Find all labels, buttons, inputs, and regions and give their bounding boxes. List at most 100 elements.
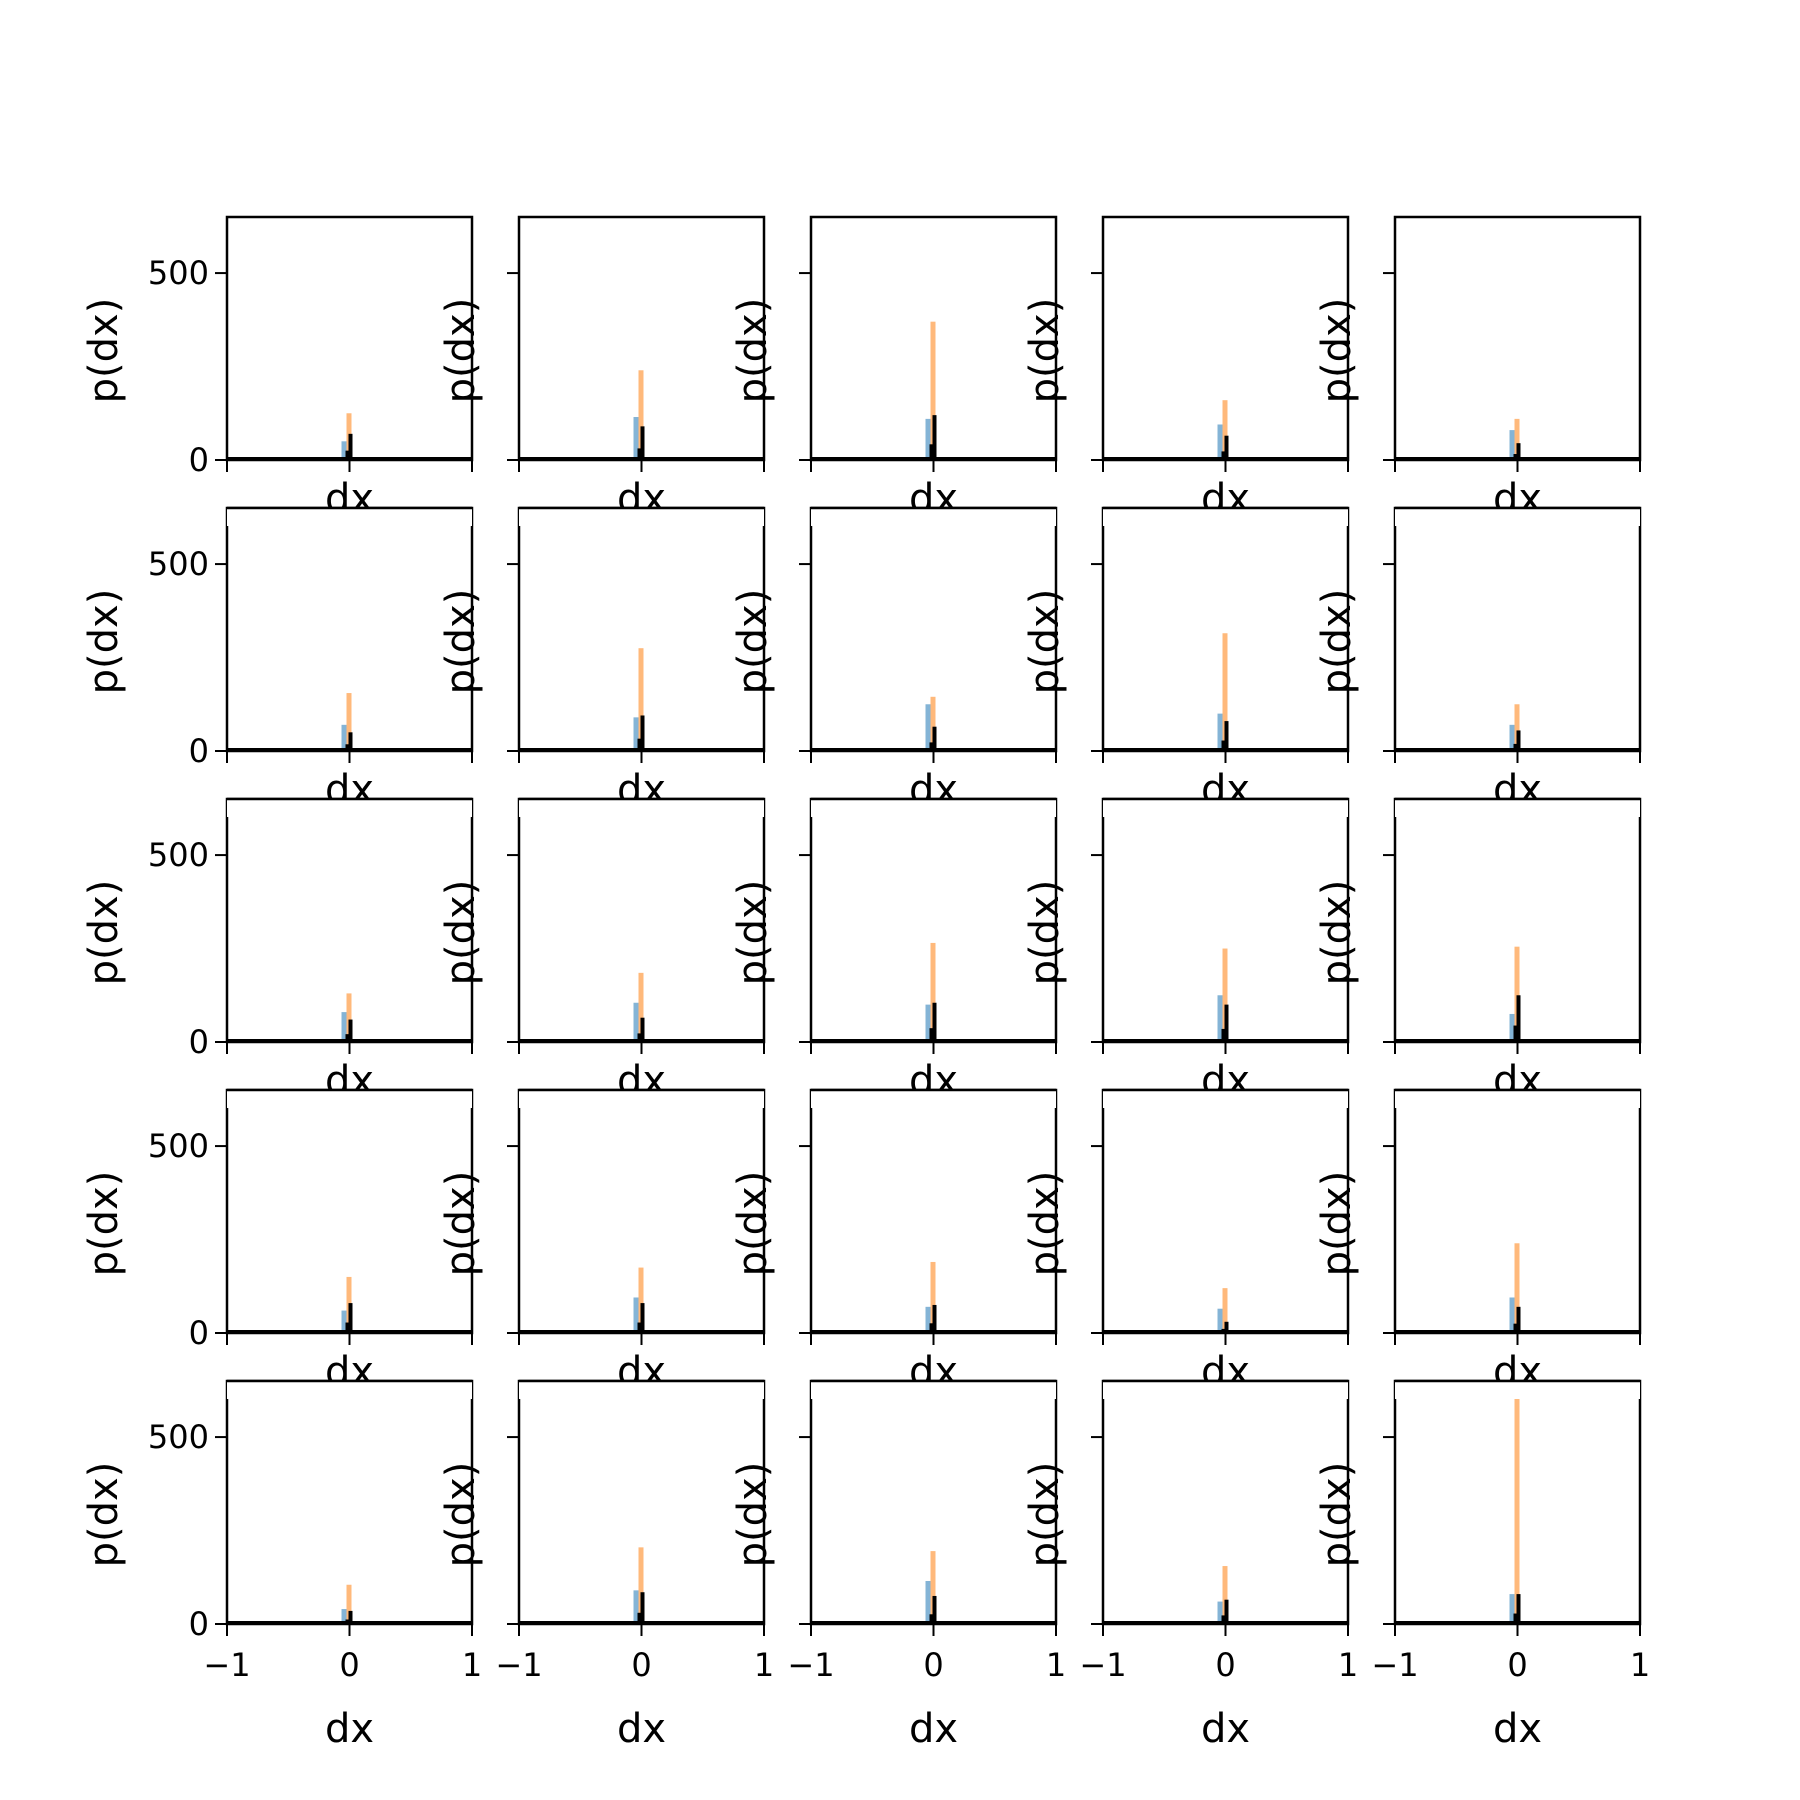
- y-axis-label: p(dx): [438, 1171, 484, 1277]
- panel-3-3: dxp(dx): [730, 797, 1058, 1104]
- panel-5-4: −1 0 1 dx p(dx): [1022, 1379, 1358, 1752]
- bar-orange: [1222, 948, 1228, 1042]
- bar-black: [932, 415, 937, 460]
- bar-orange: [1222, 1566, 1228, 1624]
- y-axis-label: p(dx): [81, 589, 127, 695]
- y-axis-label: p(dx): [1314, 1462, 1360, 1568]
- bar-orange: [930, 696, 936, 751]
- bar-orange: [1514, 1243, 1520, 1333]
- bar-orange: [638, 1547, 644, 1624]
- bar-orange: [1514, 1394, 1520, 1624]
- bar-black: [640, 1592, 645, 1624]
- bar-blue: [1509, 724, 1515, 751]
- y-axis-label: p(dx): [81, 298, 127, 404]
- label-mask: [811, 799, 1056, 817]
- label-mask: [811, 1090, 1056, 1108]
- bar-black-shoulder: [345, 744, 349, 751]
- panel-5-5: −1 0 1 dx p(dx): [1314, 1379, 1650, 1752]
- x-tick-label: 1: [462, 1646, 482, 1684]
- panel-4-4: dxp(dx): [1022, 1088, 1350, 1395]
- bar-orange: [930, 942, 936, 1042]
- panel-3-5: dxp(dx): [1314, 797, 1642, 1104]
- label-mask: [519, 1381, 764, 1399]
- bar-black: [1224, 1004, 1229, 1042]
- panel-1-3: dxp(dx): [730, 215, 1058, 522]
- x-tick-label: 1: [1630, 1646, 1650, 1684]
- bar-black-shoulder: [1221, 1615, 1225, 1624]
- bar-black-shoulder: [1513, 743, 1517, 751]
- label-mask: [1103, 508, 1348, 526]
- bar-black: [348, 1019, 353, 1042]
- x-tick-label: 0: [339, 1646, 359, 1684]
- x-tick-label: −1: [787, 1646, 834, 1684]
- bar-black: [348, 732, 353, 751]
- bar-black: [1516, 1594, 1521, 1624]
- y-axis-label: p(dx): [1314, 880, 1360, 986]
- bar-blue: [341, 1609, 347, 1624]
- bar-blue: [633, 1297, 639, 1333]
- bar-blue: [925, 704, 931, 751]
- panel-4-5: dxp(dx): [1314, 1088, 1642, 1395]
- y-axis-label: p(dx): [1022, 1462, 1068, 1568]
- panel-4-3: dxp(dx): [730, 1088, 1058, 1395]
- label-mask: [1103, 1090, 1348, 1108]
- y-axis-label: p(dx): [1022, 880, 1068, 986]
- label-mask: [811, 508, 1056, 526]
- y-axis-label: p(dx): [730, 880, 776, 986]
- bar-orange: [1222, 633, 1228, 751]
- bar-blue: [1509, 430, 1515, 460]
- y-tick-label: 500: [148, 1127, 209, 1165]
- label-mask: [227, 799, 472, 817]
- y-axis-label: p(dx): [1314, 298, 1360, 404]
- bar-black-shoulder: [345, 1034, 349, 1042]
- y-axis-label: p(dx): [81, 880, 127, 986]
- bar-blue: [1217, 995, 1223, 1042]
- x-tick-label: −1: [203, 1646, 250, 1684]
- label-mask: [519, 799, 764, 817]
- panel-3-2: dxp(dx): [438, 797, 766, 1104]
- y-axis-label: p(dx): [438, 880, 484, 986]
- label-mask: [227, 1090, 472, 1108]
- bar-blue: [925, 418, 931, 460]
- bar-black: [1516, 995, 1521, 1042]
- bar-orange: [638, 1267, 644, 1333]
- bar-orange: [346, 693, 352, 751]
- panel-3-4: dxp(dx): [1022, 797, 1350, 1104]
- y-axis-label: p(dx): [730, 1462, 776, 1568]
- x-tick-label: 1: [1338, 1646, 1358, 1684]
- bar-black-shoulder: [1221, 1028, 1225, 1042]
- x-tick-label: 0: [1507, 1646, 1527, 1684]
- label-mask: [1395, 799, 1640, 817]
- bar-black: [348, 433, 353, 460]
- bar-black-shoulder: [345, 450, 349, 460]
- bar-blue: [1217, 1308, 1223, 1333]
- panel-1-4: dxp(dx): [1022, 215, 1350, 522]
- bar-black-shoulder: [637, 448, 641, 460]
- bar-blue: [1509, 1594, 1515, 1624]
- x-axis-label: dx: [325, 1706, 374, 1752]
- bar-black: [640, 715, 645, 751]
- bar-black: [1224, 1599, 1229, 1624]
- label-mask: [1395, 1381, 1640, 1399]
- bar-orange: [638, 370, 644, 460]
- bar-blue: [341, 724, 347, 751]
- bar-blue: [341, 1310, 347, 1333]
- y-axis-label: p(dx): [1022, 1171, 1068, 1277]
- bar-blue: [1509, 1013, 1515, 1042]
- bar-orange: [638, 648, 644, 751]
- y-axis-label: p(dx): [1022, 298, 1068, 404]
- x-tick-label: −1: [495, 1646, 542, 1684]
- x-tick-label: 1: [1046, 1646, 1066, 1684]
- bar-blue: [341, 441, 347, 460]
- panel-2-2: dxp(dx): [438, 506, 766, 813]
- bar-black: [640, 1303, 645, 1333]
- y-axis-label: p(dx): [438, 298, 484, 404]
- bar-blue: [633, 417, 639, 460]
- bar-blue: [925, 1581, 931, 1624]
- panel-2-5: dxp(dx): [1314, 506, 1642, 813]
- bar-black: [1224, 1321, 1229, 1333]
- bar-black-shoulder: [929, 444, 933, 460]
